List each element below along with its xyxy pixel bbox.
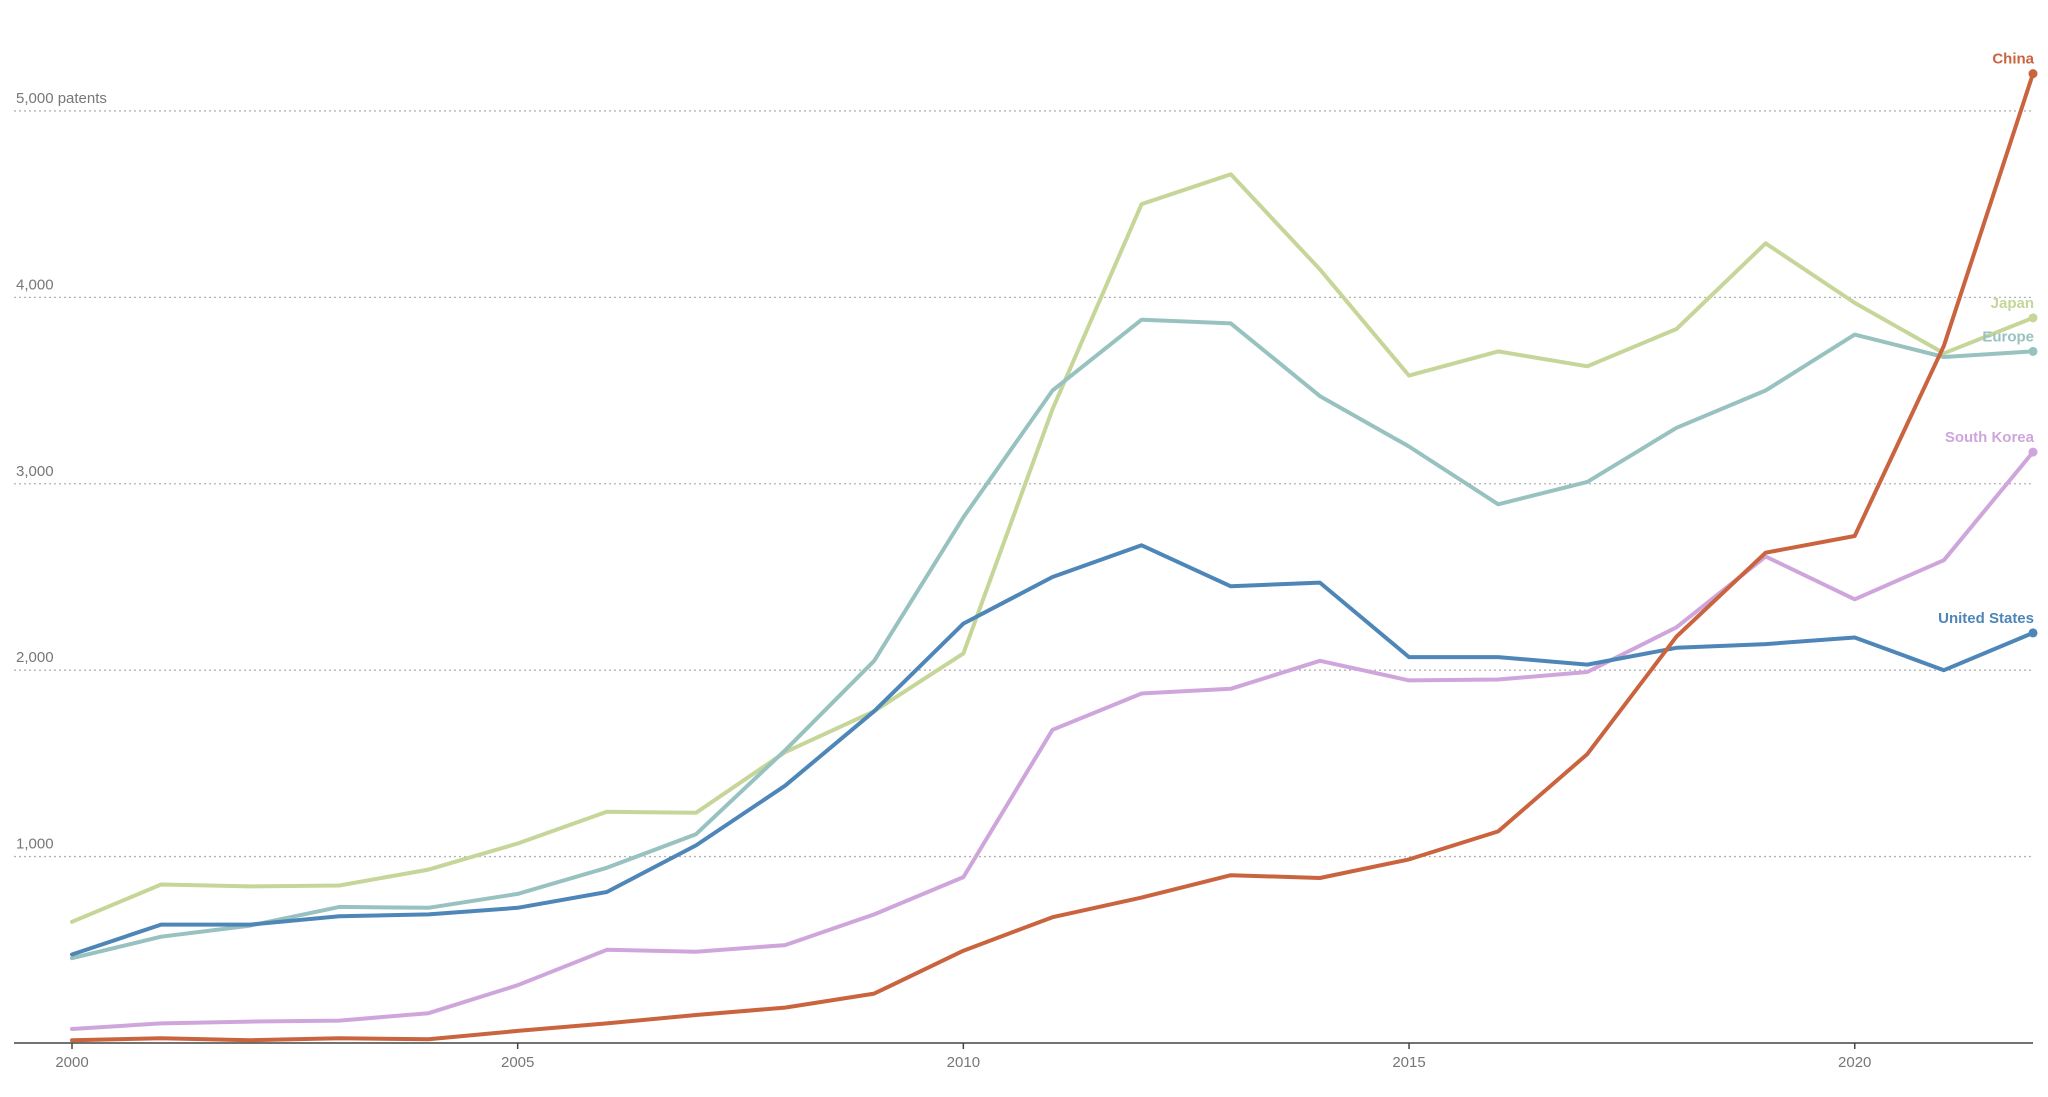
series-label-united-states: United States [1938, 610, 2034, 627]
series-label-europe: Europe [1982, 328, 2034, 345]
x-axis: 2000 2005 2010 2015 2020 [14, 1042, 2033, 1071]
end-point-china [2028, 69, 2038, 79]
end-point-united-states [2028, 628, 2038, 638]
x-tick-label-2010: 2010 [947, 1054, 980, 1071]
x-tick-label-2005: 2005 [501, 1054, 534, 1071]
series-line-japan [70, 172, 2035, 924]
y-tick-label-4000: 4,000 [16, 276, 54, 293]
series-labels: Japan Europe South Korea United States China [1938, 51, 2035, 627]
y-tick-label-5000: 5,000 patents [16, 90, 107, 107]
y-tick-label-1000: 1,000 [16, 836, 54, 853]
end-point-europe [2028, 346, 2038, 356]
series-line-china [70, 71, 2035, 1043]
series-line-south-korea [70, 450, 2035, 1031]
series-label-south-korea: South Korea [1945, 429, 2035, 446]
x-tick-label-2000: 2000 [55, 1054, 88, 1071]
gridlines: 1,000 2,000 3,000 4,000 5,000 patents [14, 90, 2033, 858]
series-line-europe [70, 317, 2035, 961]
y-tick-label-2000: 2,000 [16, 649, 54, 666]
series-line-united-states [70, 543, 2035, 957]
end-point-japan [2028, 313, 2038, 323]
series-lines [70, 69, 2038, 1043]
end-point-south-korea [2028, 447, 2038, 457]
series-label-japan: Japan [1991, 295, 2034, 312]
x-tick-label-2020: 2020 [1838, 1054, 1871, 1071]
x-tick-label-2015: 2015 [1392, 1054, 1425, 1071]
y-tick-label-3000: 3,000 [16, 463, 54, 480]
series-label-china: China [1992, 51, 2034, 68]
